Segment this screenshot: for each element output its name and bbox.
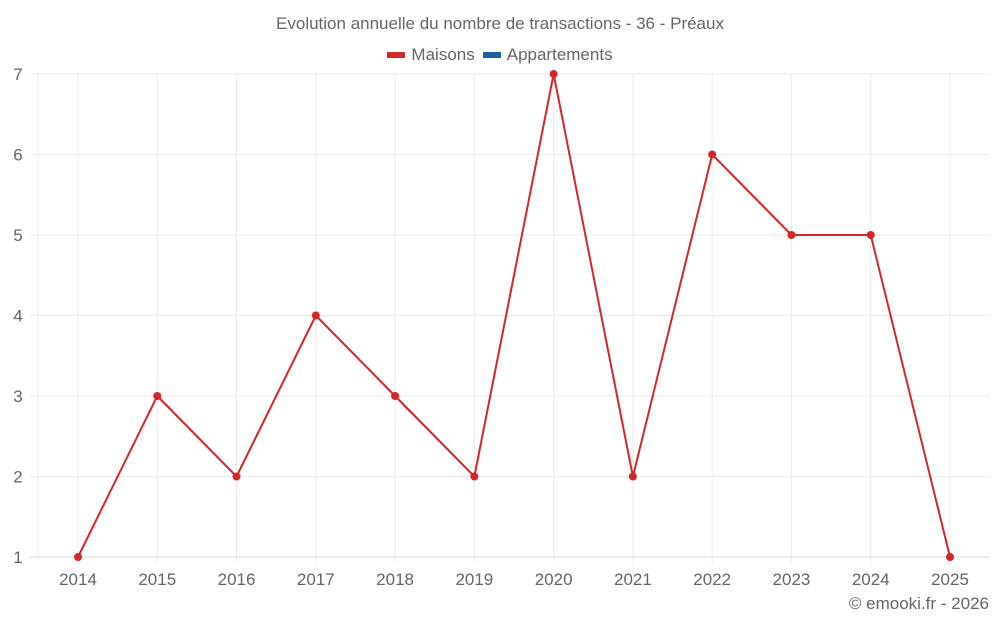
data-point[interactable] bbox=[391, 392, 400, 400]
data-point[interactable] bbox=[866, 231, 875, 239]
legend-swatch-maisons bbox=[387, 52, 406, 58]
data-point[interactable] bbox=[470, 472, 479, 481]
x-tick-label: 2025 bbox=[931, 570, 969, 589]
grid-lines bbox=[30, 73, 990, 563]
legend: Maisons Appartements bbox=[0, 45, 1000, 65]
y-tick-label: 3 bbox=[13, 387, 22, 406]
data-point[interactable] bbox=[549, 70, 558, 78]
data-point[interactable] bbox=[787, 231, 796, 239]
x-tick-label: 2015 bbox=[138, 570, 176, 589]
chart-title: Evolution annuelle du nombre de transact… bbox=[276, 14, 724, 33]
data-point[interactable] bbox=[74, 553, 82, 561]
legend-swatch-appartements bbox=[482, 52, 501, 58]
data-point[interactable] bbox=[232, 472, 241, 481]
legend-item-appartements[interactable]: Appartements bbox=[482, 45, 613, 65]
data-point[interactable] bbox=[946, 553, 954, 561]
x-tick-label: 2024 bbox=[852, 570, 890, 589]
x-axis-ticks: 2014 2015 2016 2017 2018 2019 2020 2021 2022 2023… bbox=[59, 570, 969, 589]
y-tick-label: 1 bbox=[13, 548, 22, 567]
x-tick-label: 2019 bbox=[455, 570, 493, 589]
data-point[interactable] bbox=[153, 392, 162, 400]
x-tick-label: 2021 bbox=[614, 570, 652, 589]
data-point[interactable] bbox=[708, 150, 717, 159]
x-tick-label: 2020 bbox=[535, 570, 573, 589]
x-tick-label: 2016 bbox=[218, 570, 256, 589]
legend-label-appartements: Appartements bbox=[506, 45, 613, 64]
legend-item-maisons[interactable]: Maisons bbox=[387, 45, 475, 65]
x-tick-label: 2023 bbox=[773, 570, 811, 589]
x-tick-label: 2017 bbox=[297, 570, 335, 589]
y-tick-label: 6 bbox=[13, 146, 22, 165]
credit-text: © emooki.fr - 2026 bbox=[848, 594, 989, 613]
series-maisons bbox=[74, 70, 954, 561]
y-tick-label: 5 bbox=[13, 226, 22, 245]
x-tick-label: 2022 bbox=[693, 570, 731, 589]
x-tick-label: 2014 bbox=[59, 570, 97, 589]
legend-label-maisons: Maisons bbox=[411, 45, 475, 64]
x-tick-label: 2018 bbox=[376, 570, 414, 589]
data-point[interactable] bbox=[628, 472, 637, 481]
data-point[interactable] bbox=[311, 311, 320, 320]
y-axis-ticks: 1 2 3 4 5 6 7 bbox=[13, 65, 22, 567]
y-tick-label: 4 bbox=[13, 307, 22, 326]
y-tick-label: 7 bbox=[13, 65, 22, 84]
y-tick-label: 2 bbox=[13, 468, 22, 487]
